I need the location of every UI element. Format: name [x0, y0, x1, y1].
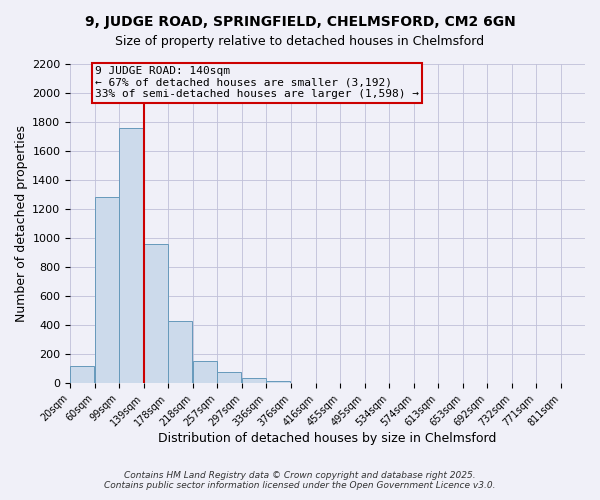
Bar [95, 196, 119, 383]
Bar [242, 378, 266, 383]
Text: 9 JUDGE ROAD: 140sqm
← 67% of detached houses are smaller (3,192)
33% of semi-de: 9 JUDGE ROAD: 140sqm ← 67% of detached h… [95, 66, 419, 100]
Y-axis label: Number of detached properties: Number of detached properties [15, 125, 28, 322]
Bar [193, 362, 217, 383]
Bar [266, 381, 290, 383]
Text: Size of property relative to detached houses in Chelmsford: Size of property relative to detached ho… [115, 35, 485, 48]
Text: 9, JUDGE ROAD, SPRINGFIELD, CHELMSFORD, CM2 6GN: 9, JUDGE ROAD, SPRINGFIELD, CHELMSFORD, … [85, 15, 515, 29]
Bar [144, 244, 168, 383]
Bar [119, 128, 143, 383]
Text: Contains HM Land Registry data © Crown copyright and database right 2025.
Contai: Contains HM Land Registry data © Crown c… [104, 470, 496, 490]
Bar [168, 320, 193, 383]
Bar [70, 366, 94, 383]
X-axis label: Distribution of detached houses by size in Chelmsford: Distribution of detached houses by size … [158, 432, 497, 445]
Bar [217, 372, 241, 383]
